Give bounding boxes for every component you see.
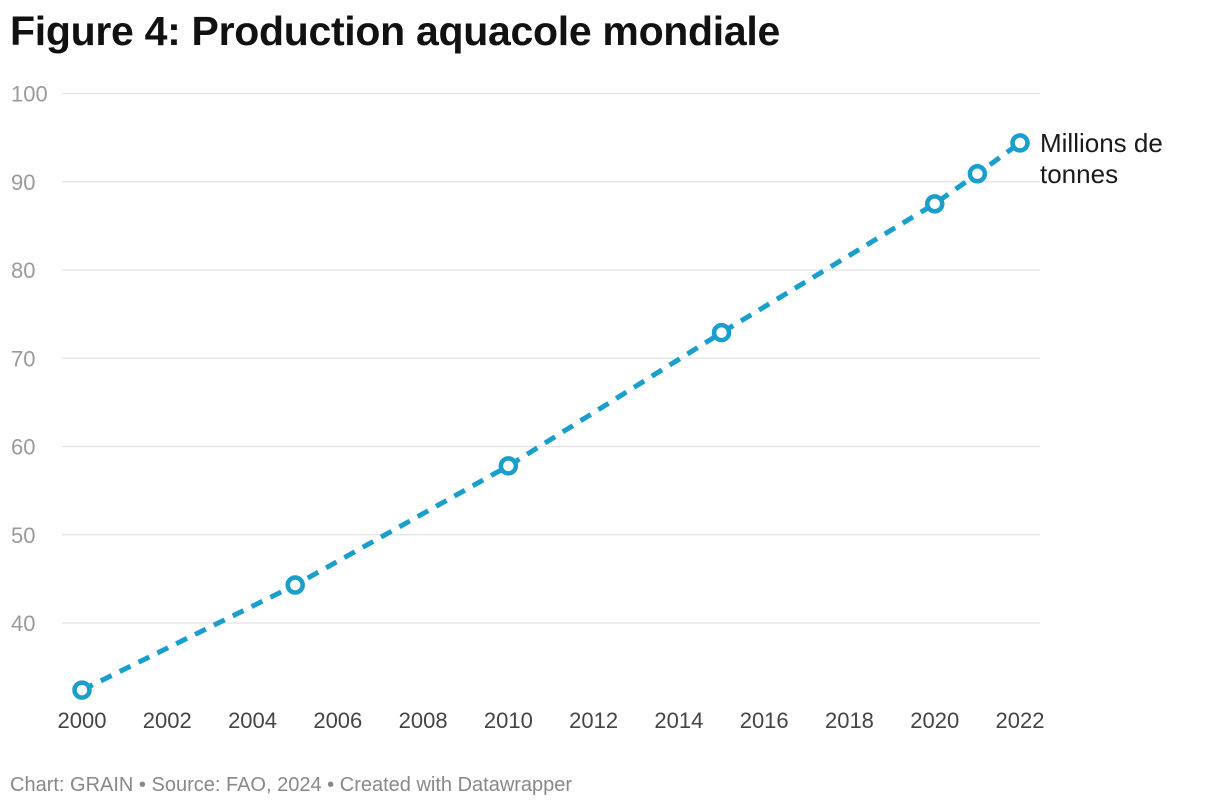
- y-tick-label: 90: [11, 170, 35, 195]
- data-point: [72, 680, 92, 700]
- data-point: [1010, 133, 1030, 153]
- x-axis-ticks: 2000 2002 2004 2006 2008 2010 2012 2014 2016 2018…: [58, 708, 1045, 733]
- data-point: [924, 194, 945, 214]
- created-with-credit: Created with Datawrapper: [339, 774, 573, 796]
- y-tick-label: 80: [11, 258, 35, 283]
- x-tick-label: 2020: [910, 708, 959, 733]
- series-label-line: tonnes: [1040, 159, 1118, 189]
- y-tick-label: 40: [11, 611, 35, 636]
- source-credit: Source: FAO, 2024: [151, 774, 322, 796]
- x-tick-label: 2008: [399, 708, 448, 733]
- chart-footer: Chart: GRAIN • Source: FAO, 2024 • Creat…: [10, 774, 572, 797]
- data-point: [967, 164, 988, 184]
- x-tick-label: 2006: [313, 708, 362, 733]
- y-tick-label: 100: [11, 82, 48, 107]
- x-tick-label: 2010: [484, 708, 533, 733]
- y-tick-label: 70: [11, 346, 35, 371]
- x-tick-label: 2018: [825, 708, 874, 733]
- x-tick-label: 2022: [996, 708, 1045, 733]
- data-point: [711, 322, 732, 343]
- series-label-line: Millions de: [1040, 128, 1163, 158]
- series: [72, 133, 1030, 700]
- footer-separator: •: [327, 774, 335, 796]
- data-point: [285, 575, 305, 595]
- x-tick-label: 2002: [143, 708, 192, 733]
- chart-title: Figure 4: Production aquacole mondiale: [10, 8, 780, 54]
- y-tick-label: 50: [11, 523, 35, 548]
- footer-separator: •: [138, 774, 146, 796]
- x-tick-label: 2016: [740, 708, 789, 733]
- series-line: [80, 140, 1022, 693]
- data-point: [498, 456, 519, 476]
- x-tick-label: 2004: [228, 708, 277, 733]
- x-tick-label: 2012: [569, 708, 618, 733]
- x-tick-label: 2014: [654, 708, 703, 733]
- y-axis-ticks: 40 50 60 70 80 90 100: [11, 82, 48, 637]
- y-tick-label: 60: [11, 435, 35, 460]
- x-tick-label: 2000: [58, 708, 107, 733]
- gridlines: [62, 92, 1040, 624]
- chart-credit: Chart: GRAIN: [10, 774, 134, 796]
